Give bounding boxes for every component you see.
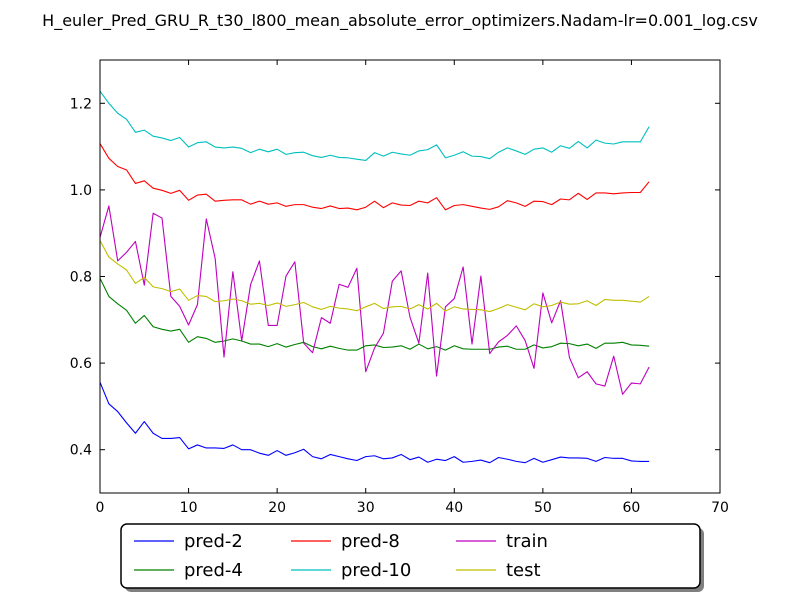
legend-label-test: test [506,560,541,581]
legend-label-pred-2: pred-2 [184,531,243,552]
x-tick-label: 10 [180,500,198,516]
series-line-pred-4 [99,277,650,351]
series-line-test [99,240,650,313]
y-tick-label: 1.0 [70,183,92,199]
legend-label-pred-4: pred-4 [184,560,243,581]
y-tick-label: 0.8 [70,270,92,286]
series-line-pred-10 [99,90,650,162]
x-tick-label: 30 [357,500,375,516]
series-line-train [99,205,650,395]
plot-frame [100,60,720,493]
series-line-pred-2 [99,381,650,464]
series-line-pred-8 [99,143,650,211]
x-tick-label: 40 [445,500,463,516]
legend-box [120,523,701,589]
x-tick-label: 20 [268,500,286,516]
chart-title: H_euler_Pred_GRU_R_t30_l800_mean_absolut… [42,11,758,31]
y-tick-label: 0.4 [70,443,92,459]
axes-layer: 0 10 20 30 40 50 60 70 0.4 0.6 0.8 1.0 1.2 [70,60,729,516]
x-tick-label: 70 [711,500,729,516]
y-tick-label: 1.2 [70,96,92,112]
x-tick-label: 0 [96,500,105,516]
series-layer [99,90,650,464]
y-tick-label: 0.6 [70,356,92,372]
legend-label-pred-8: pred-8 [341,531,400,552]
x-tick-label: 60 [623,500,641,516]
legend-label-train: train [506,531,548,552]
plot-border [99,59,721,494]
legend: pred-2 pred-4 pred-8 pred-10 train test [120,523,704,592]
legend-label-pred-10: pred-10 [341,560,411,581]
x-tick-label: 50 [534,500,552,516]
